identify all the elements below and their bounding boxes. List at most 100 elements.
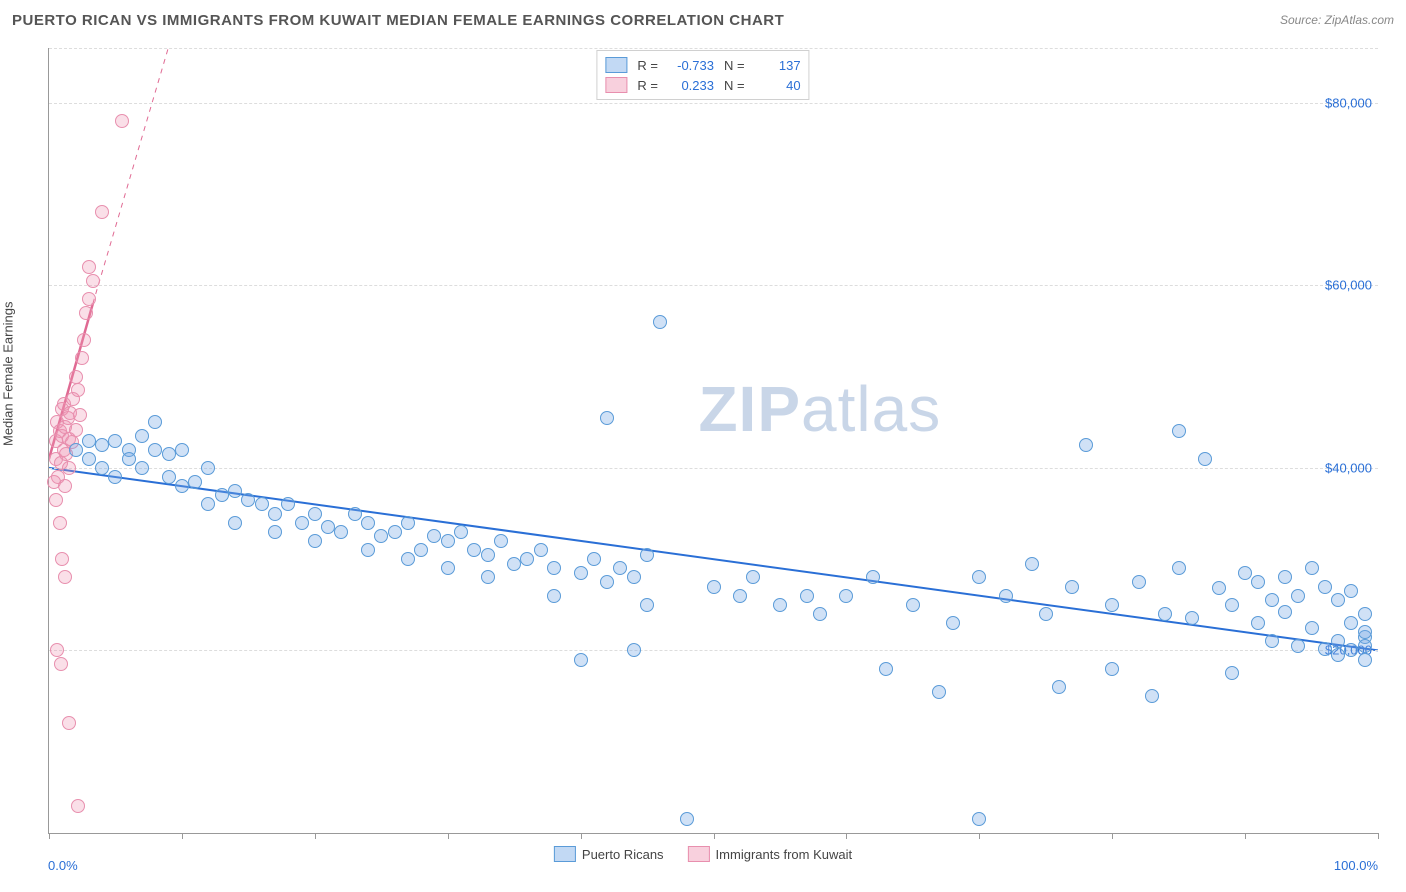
scatter-point [135,461,149,475]
scatter-point [999,589,1013,603]
x-tick [49,833,50,839]
scatter-point [55,552,69,566]
scatter-point [1358,607,1372,621]
scatter-point [1172,561,1186,575]
scatter-point [228,484,242,498]
scatter-point [1212,581,1226,595]
scatter-point [268,525,282,539]
swatch-blue [554,846,576,862]
scatter-point [86,274,100,288]
scatter-point [627,570,641,584]
scatter-point [1039,607,1053,621]
scatter-point [1225,666,1239,680]
scatter-point [574,566,588,580]
y-tick-label: $40,000 [1325,460,1372,475]
x-tick [1378,833,1379,839]
stats-row-pink: R = 0.233 N = 40 [605,75,800,95]
scatter-point [75,351,89,365]
scatter-point [1278,605,1292,619]
gridline [49,285,1378,286]
scatter-point [800,589,814,603]
x-tick [846,833,847,839]
stats-row-blue: R = -0.733 N = 137 [605,55,800,75]
scatter-point [813,607,827,621]
scatter-point [733,589,747,603]
scatter-point [148,415,162,429]
scatter-point [1305,621,1319,635]
y-tick-label: $80,000 [1325,95,1372,110]
r-label: R = [637,78,658,93]
scatter-point [627,643,641,657]
scatter-point [255,497,269,511]
scatter-point [1251,575,1265,589]
scatter-point [972,812,986,826]
scatter-point [308,534,322,548]
x-tick [581,833,582,839]
scatter-point [79,306,93,320]
scatter-point [308,507,322,521]
scatter-point [228,516,242,530]
scatter-point [1291,639,1305,653]
scatter-point [1318,580,1332,594]
scatter-point [188,475,202,489]
scatter-point [1344,643,1358,657]
scatter-plot: ZIPatlas $20,000$40,000$60,000$80,000 [48,48,1378,834]
scatter-point [441,561,455,575]
scatter-point [69,423,83,437]
scatter-point [54,657,68,671]
scatter-point [1238,566,1252,580]
scatter-point [135,429,149,443]
scatter-point [77,333,91,347]
scatter-point [613,561,627,575]
y-axis-title: Median Female Earnings [1,301,16,446]
chart-title: PUERTO RICAN VS IMMIGRANTS FROM KUWAIT M… [12,12,784,29]
scatter-point [481,548,495,562]
scatter-point [162,447,176,461]
scatter-point [1291,589,1305,603]
scatter-point [1318,642,1332,656]
scatter-point [201,497,215,511]
scatter-point [1105,598,1119,612]
gridline [49,48,1378,49]
scatter-point [1331,634,1345,648]
scatter-point [1145,689,1159,703]
trend-line [93,48,195,304]
x-tick [979,833,980,839]
scatter-point [361,516,375,530]
scatter-point [49,493,63,507]
scatter-point [520,552,534,566]
scatter-point [1358,653,1372,667]
scatter-point [47,475,61,489]
scatter-point [467,543,481,557]
scatter-point [69,443,83,457]
scatter-point [1265,634,1279,648]
scatter-point [241,493,255,507]
scatter-point [268,507,282,521]
scatter-point [82,292,96,306]
x-tick [182,833,183,839]
scatter-point [1358,639,1372,653]
scatter-point [481,570,495,584]
scatter-point [348,507,362,521]
r-value-blue: -0.733 [668,58,714,73]
scatter-point [946,616,960,630]
scatter-point [547,589,561,603]
scatter-point [73,408,87,422]
scatter-point [653,315,667,329]
scatter-point [108,434,122,448]
scatter-point [441,534,455,548]
scatter-point [95,461,109,475]
scatter-point [95,438,109,452]
r-label: R = [637,58,658,73]
scatter-point [148,443,162,457]
x-tick [448,833,449,839]
x-tick [1245,833,1246,839]
scatter-point [879,662,893,676]
scatter-point [82,434,96,448]
scatter-point [600,575,614,589]
scatter-point [427,529,441,543]
legend-label-blue: Puerto Ricans [582,847,664,862]
scatter-point [388,525,402,539]
scatter-point [1025,557,1039,571]
legend-label-pink: Immigrants from Kuwait [716,847,853,862]
